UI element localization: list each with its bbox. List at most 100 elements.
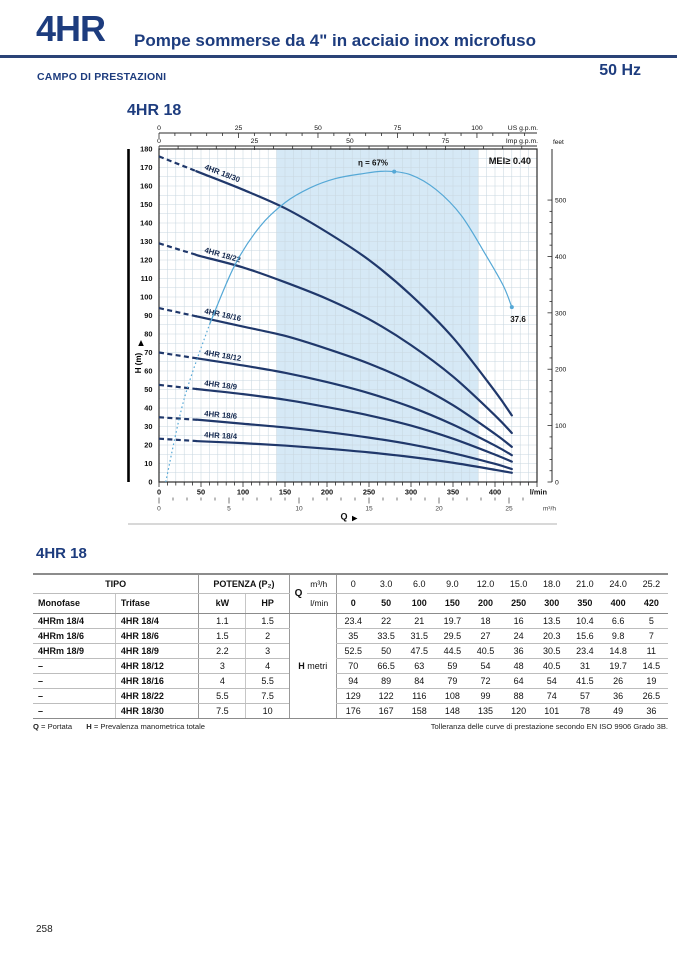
cell-h-value: 19 [634,673,668,689]
col-header-trifase: Trifase [114,593,199,614]
svg-text:200: 200 [321,488,333,497]
cell-h-value: 64 [502,673,536,689]
cell-h-value: 14.8 [601,643,635,659]
cell-h-value: 116 [402,688,436,704]
svg-text:110: 110 [141,274,153,283]
svg-text:0: 0 [555,480,559,487]
svg-text:150: 150 [140,200,152,209]
svg-text:100: 100 [237,488,249,497]
cell-h-value: 36 [634,703,668,719]
feet-axis: 0 100 200 300 400 500 feet [547,139,567,487]
q-m3h-value: 25.2 [634,574,668,594]
col-header-monofase: Monofase [33,593,116,614]
svg-text:100: 100 [555,423,567,430]
cell-h-value: 50 [369,643,403,659]
col-header-hp: HP [245,593,290,614]
col-header-potenza: POTENZA (P₂) [198,574,290,594]
q-lmin-value: 350 [568,593,602,614]
footnote-tolerance: Tolleranza delle curve di prestazione se… [430,722,668,731]
table-header-row-2: Monofase Trifase kW HP l/min 0 50 100 150 20… [33,593,668,614]
svg-text:70: 70 [144,348,152,357]
cell-h-value: 35 [335,628,370,644]
cell-h-value: 24 [502,628,536,644]
svg-text:120: 120 [140,256,152,265]
q-lmin-value: 0 [335,593,370,614]
cell-h-value: 54 [535,673,569,689]
cell-hp: 3 [245,643,290,659]
cell-kw: 3 [198,658,246,674]
svg-text:75: 75 [394,125,402,132]
cell-h-value: 48 [502,658,536,674]
cell-h-value: 13.5 [535,613,569,629]
cell-h-value: 15.6 [568,628,602,644]
cell-h-value: 19.7 [435,613,469,629]
cell-h-value: 88 [502,688,536,704]
cell-h-value: 167 [369,703,403,719]
q-m3h-value: 3.0 [369,574,403,594]
svg-text:160: 160 [140,182,152,191]
cell-hp: 2 [245,628,290,644]
curve-label: 4HR 18/6 [204,409,238,421]
cell-h-value: 21 [402,613,436,629]
cell-h-value: 108 [435,688,469,704]
svg-text:η = 67%: η = 67% [358,159,388,168]
q-lmin-value: 420 [634,593,668,614]
grid [158,148,538,483]
cell-h-value: 52.5 [335,643,370,659]
svg-text:15: 15 [365,506,373,513]
svg-text:l/min: l/min [530,488,548,497]
cell-h-value: 78 [568,703,602,719]
cell-h-value: 135 [468,703,503,719]
cell-trifase: 4HR 18/6 [114,628,199,644]
svg-text:H (m): H (m) [134,352,143,373]
svg-text:250: 250 [363,488,375,497]
cell-h-value: 36 [601,688,635,704]
q-lmin-value: 50 [369,593,403,614]
cell-hp: 5.5 [245,673,290,689]
svg-text:200: 200 [555,367,567,374]
svg-text:US g.p.m.: US g.p.m. [508,125,538,132]
header-rule [0,55,677,58]
svg-text:feet: feet [553,139,564,146]
col-header-lmin: l/min [307,593,337,614]
svg-text:30: 30 [144,422,152,431]
col-header-tipo: TIPO [33,574,199,594]
efficiency-curve: η = 67% 37.6 [165,159,526,483]
cell-h-value: 66.5 [369,658,403,674]
cell-trifase: 4HR 18/30 [114,703,199,719]
chart-title: 4HR 18 [127,102,182,119]
cell-h-value: 158 [402,703,436,719]
section-label: CAMPO DI PRESTAZIONI [37,71,167,83]
cell-h-value: 40.5 [535,658,569,674]
cell-h-value: 122 [369,688,403,704]
q-m3h-value: 21.0 [568,574,602,594]
cell-h-value: 22 [369,613,403,629]
cell-h-value: 27 [468,628,503,644]
svg-text:0: 0 [157,488,161,497]
svg-text:50: 50 [346,138,354,145]
efficiency-peak-dot [392,169,397,174]
col-header-q: Q [288,574,308,614]
top-flow-axes: 0 25 50 75 100 US g.p.m. 0 25 50 75 Imp g.p.m. [157,125,538,150]
svg-text:60: 60 [144,367,152,376]
cell-h-value: 10.4 [568,613,602,629]
q-m3h-value: 15.0 [502,574,536,594]
cell-trifase: 4HR 18/9 [114,643,199,659]
cell-h-value: 5 [634,613,668,629]
svg-text:m³/h: m³/h [543,506,557,513]
table-footnotes: Q = Portata H = Prevalenza manometrica t… [33,722,668,731]
svg-text:0: 0 [157,125,161,132]
cell-hp: 4 [245,658,290,674]
cell-monofase: – [33,673,116,689]
svg-text:140: 140 [140,219,152,228]
svg-text:37.6: 37.6 [510,315,526,324]
svg-text:300: 300 [405,488,417,497]
svg-text:130: 130 [140,237,152,246]
cell-trifase: 4HR 18/22 [114,688,199,704]
col-header-kw: kW [198,593,246,614]
svg-text:170: 170 [140,163,152,172]
cell-kw: 5.5 [198,688,246,704]
cell-h-value: 54 [468,658,503,674]
curve-label: 4HR 18/4 [204,430,238,441]
